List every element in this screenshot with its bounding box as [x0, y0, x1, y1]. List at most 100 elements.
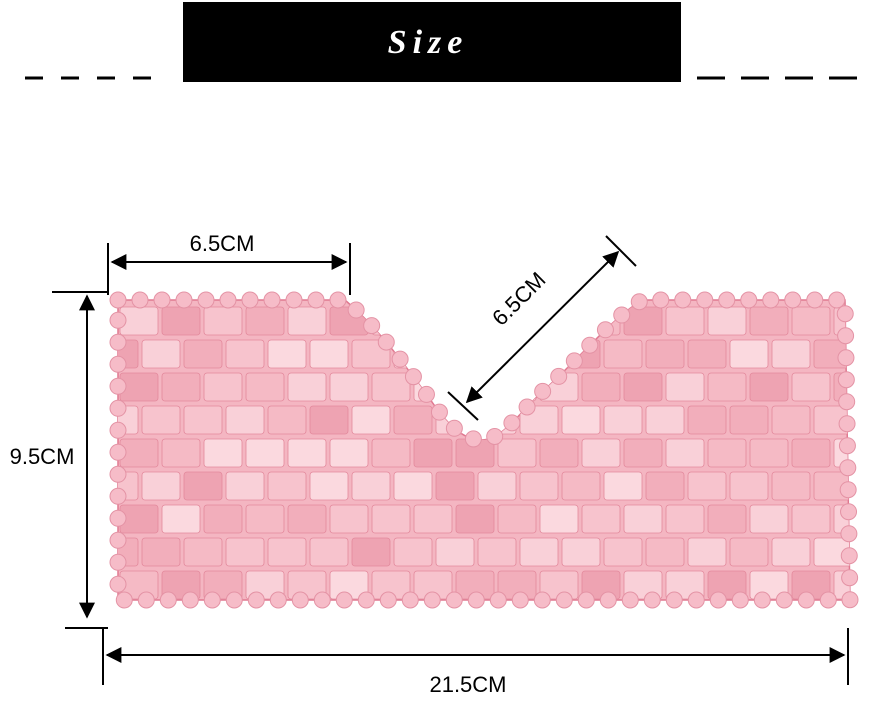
bead	[718, 291, 736, 309]
bead	[533, 591, 551, 609]
stone-tile	[581, 504, 621, 534]
stone-tile	[371, 504, 411, 534]
bead	[550, 367, 568, 385]
bead	[837, 371, 855, 389]
bead	[731, 591, 749, 609]
stone-tile	[183, 471, 223, 501]
bead	[423, 591, 441, 609]
stone-tile	[687, 471, 727, 501]
stone-tile	[687, 537, 727, 567]
stone-tile	[161, 372, 201, 402]
bead	[464, 430, 482, 448]
stone-tile	[603, 471, 643, 501]
bead	[511, 591, 529, 609]
bead	[109, 575, 127, 593]
bead	[153, 291, 171, 309]
stone-tile	[707, 438, 747, 468]
stone-tile	[435, 537, 475, 567]
stone-tile	[161, 306, 201, 336]
bead	[159, 591, 177, 609]
dimension-label: 6.5CM	[487, 267, 550, 330]
stone-tile	[771, 339, 811, 369]
stone-tile	[183, 339, 223, 369]
bead	[109, 487, 127, 505]
stone-tile	[203, 504, 243, 534]
stone-tile	[603, 405, 643, 435]
stone-tile	[623, 372, 663, 402]
bead	[445, 591, 463, 609]
stone-tile	[581, 372, 621, 402]
bead	[291, 591, 309, 609]
bead	[467, 591, 485, 609]
stone-tile	[371, 438, 411, 468]
bead	[313, 591, 331, 609]
stone-tile	[749, 438, 789, 468]
stone-tile	[623, 438, 663, 468]
title-banner	[183, 2, 681, 82]
bead	[581, 336, 599, 354]
bead	[740, 291, 758, 309]
bead	[109, 399, 127, 417]
bead	[181, 591, 199, 609]
bead	[363, 317, 381, 335]
bead	[840, 547, 858, 565]
stone-tile	[413, 504, 453, 534]
bead	[109, 509, 127, 527]
stone-tile	[309, 405, 349, 435]
stone-tile	[393, 537, 433, 567]
bead	[784, 291, 802, 309]
bead	[391, 350, 409, 368]
stone-tile	[623, 306, 663, 336]
stone-tile	[161, 504, 201, 534]
bead	[109, 355, 127, 373]
bead	[555, 591, 573, 609]
stone-tile	[455, 372, 495, 402]
stone-tile	[603, 537, 643, 567]
bead	[109, 443, 127, 461]
stone-tile	[287, 504, 327, 534]
stone-tile	[729, 537, 769, 567]
stone-tile	[329, 504, 369, 534]
stone-tile	[645, 471, 685, 501]
stone-tile	[309, 537, 349, 567]
stone-tile	[413, 306, 453, 336]
bead	[841, 591, 859, 609]
bead	[109, 531, 127, 549]
bead	[696, 291, 714, 309]
stone-tile	[393, 471, 433, 501]
dimension-left	[52, 291, 108, 629]
bead	[621, 591, 639, 609]
stone-tile	[351, 405, 391, 435]
dimension-diagonal	[447, 235, 637, 421]
bead	[347, 301, 365, 319]
stone-tile	[309, 471, 349, 501]
stone-tile	[141, 537, 181, 567]
stone-tile	[329, 438, 369, 468]
stone-tile	[141, 339, 181, 369]
stone-tile	[581, 438, 621, 468]
bead	[839, 459, 857, 477]
bead	[838, 415, 856, 433]
bead	[503, 414, 521, 432]
bead	[109, 421, 127, 439]
stone-tile	[413, 438, 453, 468]
bead	[219, 291, 237, 309]
stone-tile	[203, 306, 243, 336]
stone-tile	[771, 537, 811, 567]
stone-tile	[225, 405, 265, 435]
bead	[518, 398, 536, 416]
dimension-bottom	[102, 628, 849, 685]
stone-tile	[371, 372, 411, 402]
stone-tile	[729, 471, 769, 501]
bead	[379, 591, 397, 609]
stone-tile	[749, 372, 789, 402]
stone-tile	[267, 405, 307, 435]
bead	[797, 591, 815, 609]
stone-tile	[665, 504, 705, 534]
dimension-label: 21.5CM	[429, 672, 506, 697]
stone-tile	[141, 405, 181, 435]
stone-tile	[141, 471, 181, 501]
bead	[687, 591, 705, 609]
bead	[109, 311, 127, 329]
